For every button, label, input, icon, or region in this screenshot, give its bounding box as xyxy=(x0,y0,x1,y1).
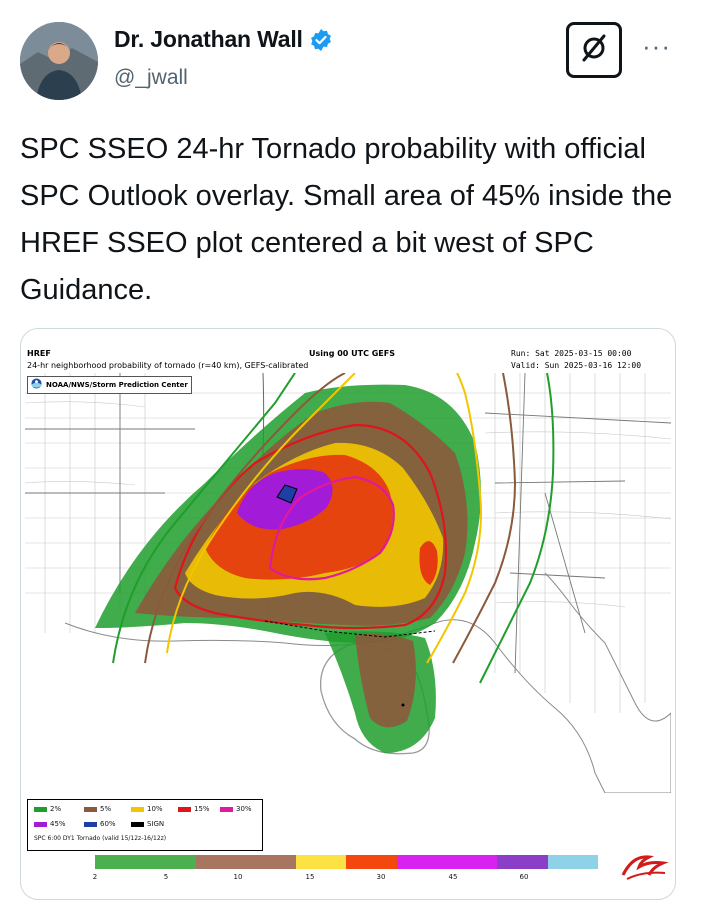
avatar[interactable] xyxy=(20,22,98,100)
tornado-probability-map xyxy=(25,373,671,793)
noaa-logo-icon xyxy=(31,376,42,394)
colorbar-segment xyxy=(95,855,146,869)
colorbar-segment xyxy=(195,855,246,869)
colorbar-tick: 10 xyxy=(233,873,243,881)
legend-item: 60% xyxy=(84,820,116,828)
agency-label-box: NOAA/NWS/Storm Prediction Center xyxy=(27,376,192,394)
colorbar-segment xyxy=(396,855,448,869)
more-icon: ··· xyxy=(642,31,671,61)
spc-logo-icon xyxy=(619,849,671,888)
colorbar-segment xyxy=(346,855,397,869)
legend-item: 30% xyxy=(220,805,252,813)
colorbar-tick: 2 xyxy=(92,873,98,881)
colorbar-segment xyxy=(497,855,548,869)
legend-footer: SPC 6:00 DY1 Tornado (valid 15/12z-16/12… xyxy=(34,835,167,842)
agency-label: NOAA/NWS/Storm Prediction Center xyxy=(46,381,188,389)
probability-colorbar xyxy=(95,855,598,869)
colorbar-tick: 45 xyxy=(448,873,458,881)
legend-item: 15% xyxy=(178,805,210,813)
colorbar-segment xyxy=(145,855,196,869)
map-valid-time: Valid: Sun 2025-03-16 12:00 xyxy=(511,361,642,370)
tweet-text: SPC SSEO 24-hr Tornado probability with … xyxy=(20,133,673,306)
colorbar-tick: 30 xyxy=(376,873,386,881)
verified-badge-icon xyxy=(309,28,333,52)
tweet-media-image[interactable]: HREF 24-hr neighborhood probability of t… xyxy=(20,328,676,900)
colorbar-segment xyxy=(296,855,347,869)
map-model-label: HREF xyxy=(27,349,51,358)
legend-item: 10% xyxy=(131,805,163,813)
more-button[interactable]: ··· xyxy=(642,33,671,59)
colorbar-tick: 15 xyxy=(305,873,315,881)
legend-item: 45% xyxy=(34,820,66,828)
map-run-time: Run: Sat 2025-03-15 00:00 xyxy=(511,349,632,358)
map-subtitle: 24-hr neighborhood probability of tornad… xyxy=(27,361,309,370)
colorbar-segment xyxy=(547,855,598,869)
colorbar-segment xyxy=(447,855,498,869)
legend-item: 2% xyxy=(34,805,61,813)
colorbar-segment xyxy=(245,855,297,869)
map-legend: 2% 5% 10% 15% 30% 45% 60% SIGN SPC 6:00 … xyxy=(27,799,263,851)
colorbar-tick: 60 xyxy=(519,873,529,881)
author-name[interactable]: Dr. Jonathan Wall xyxy=(114,26,303,52)
grok-icon xyxy=(577,31,611,70)
colorbar-tick: 5 xyxy=(163,873,169,881)
legend-item: 5% xyxy=(84,805,111,813)
legend-item: SIGN xyxy=(131,820,164,828)
grok-button[interactable] xyxy=(566,22,622,78)
map-center-title: Using 00 UTC GEFS xyxy=(309,349,395,358)
author-handle[interactable]: @_jwall xyxy=(114,66,188,89)
